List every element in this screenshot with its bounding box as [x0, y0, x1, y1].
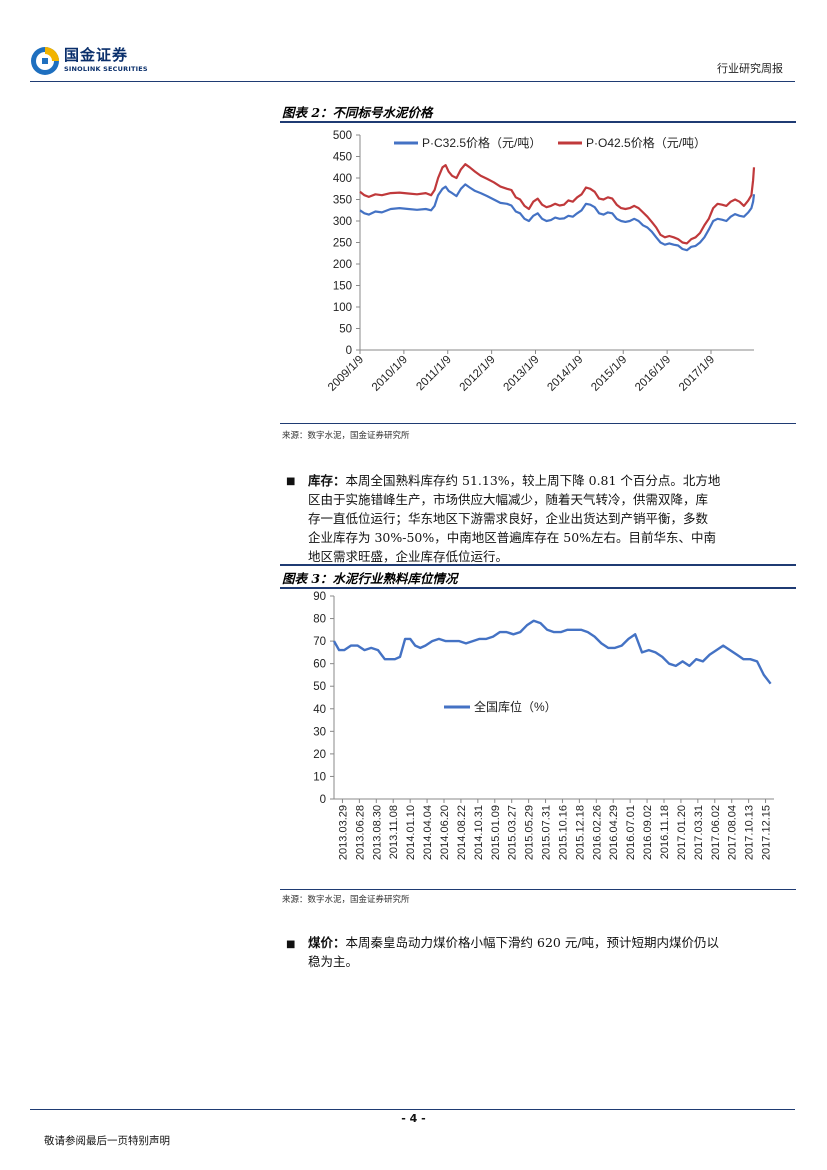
disclaimer-note: 敬请参阅最后一页特别声明 — [44, 1135, 170, 1147]
x-tick-label: 2009/1/9 — [326, 354, 366, 394]
x-tick-label: 2015/1/9 — [589, 354, 629, 394]
y-tick-label: 70 — [313, 636, 326, 648]
y-tick-label: 300 — [333, 216, 352, 228]
x-tick-label: 2017.12.15 — [761, 805, 773, 860]
coal-paragraph: 煤价：本周秦皇岛动力煤价格小幅下滑约 620 元/吨，预计短期内煤价仍以 稳为主… — [308, 933, 784, 971]
y-tick-label: 0 — [346, 345, 352, 357]
x-tick-label: 2015.05.29 — [524, 805, 536, 860]
series-line-1 — [359, 163, 756, 245]
x-tick-label: 2017.06.02 — [710, 805, 722, 860]
x-tick-label: 2012/1/9 — [458, 354, 498, 394]
figure2-bottom-rule — [280, 423, 796, 424]
logo-chinese-name: 国金证券 — [64, 46, 129, 64]
y-tick-label: 150 — [333, 281, 352, 293]
coal-line-1: 煤价：本周秦皇岛动力煤价格小幅下滑约 620 元/吨，预计短期内煤价仍以 — [308, 933, 784, 952]
figure2-title: 图表 2：不同标号水泥价格 — [282, 105, 433, 120]
figure3-source: 来源：数字水泥，国金证券研究所 — [282, 895, 410, 905]
y-tick-label: 400 — [333, 173, 352, 185]
x-tick-label: 2016.04.29 — [608, 805, 620, 860]
coal-line-2: 稳为主。 — [308, 954, 359, 969]
clinker-inventory-line-chart: 0 10 20 30 40 50 60 70 80 90 2013.03.29 2013.06.28 2… — [313, 591, 774, 860]
x-tick-label: 2016.07.01 — [625, 805, 637, 860]
x-tick-label: 2017.03.31 — [693, 805, 705, 860]
series-line-0 — [359, 183, 756, 252]
x-tick-label: 2013.06.28 — [354, 805, 366, 860]
y-tick-label: 90 — [313, 591, 326, 603]
x-tick-label: 2013.11.08 — [388, 805, 400, 859]
sinolink-logo-icon — [31, 47, 59, 75]
footer-divider — [30, 1109, 795, 1110]
header-divider — [30, 81, 795, 82]
coal-label: 煤价： — [308, 935, 346, 950]
x-tick-label: 2015.12.18 — [574, 805, 586, 860]
y-tick-label: 200 — [333, 259, 352, 271]
legend-label-0: 全国库位（%） — [474, 699, 557, 714]
x-tick-label: 2016.09.02 — [642, 805, 654, 860]
x-tick-label: 2017.08.04 — [727, 805, 739, 860]
inventory-label: 库存： — [308, 473, 346, 488]
coal-line-1-text: 本周秦皇岛动力煤价格小幅下滑约 620 元/吨，预计短期内煤价仍以 — [345, 935, 720, 950]
x-tick-label: 2017.01.20 — [676, 805, 688, 860]
logo-english-name: SINOLINK SECURITIES — [64, 65, 148, 73]
x-tick-label: 2014.10.31 — [473, 805, 485, 860]
x-tick-label: 2013.08.30 — [371, 805, 383, 860]
inventory-line-2: 区由于实施错峰生产，市场供应大幅减少，随着天气转冷，供需双降，库 — [308, 492, 709, 507]
bullet-square-icon: ■ — [286, 476, 296, 487]
x-tick-label: 2015.07.31 — [541, 805, 553, 860]
figure2-top-rule — [280, 121, 796, 123]
x-tick-label: 2010/1/9 — [370, 354, 410, 394]
x-tick-label: 2017.10.13 — [744, 805, 756, 860]
y-tick-label: 20 — [313, 749, 326, 761]
inventory-line-1-text: 本周全国熟料库存约 51.13%，较上周下降 0.81 个百分点。北方地 — [345, 473, 721, 488]
inventory-line-1: 库存：本周全国熟料库存约 51.13%，较上周下降 0.81 个百分点。北方地 — [308, 471, 784, 490]
y-tick-label: 100 — [333, 302, 352, 314]
y-tick-label: 350 — [333, 195, 352, 207]
x-tick-label: 2016/1/9 — [633, 354, 673, 394]
y-tick-label: 50 — [313, 681, 326, 693]
x-tick-label: 2013/1/9 — [501, 354, 541, 394]
x-tick-label: 2016.11.18 — [659, 805, 671, 859]
report-type-label: 行业研究周报 — [717, 62, 783, 75]
y-tick-label: 60 — [313, 659, 326, 671]
y-tick-label: 500 — [333, 130, 352, 142]
figure3-bottom-rule — [280, 889, 796, 890]
x-tick-label: 2014/1/9 — [545, 354, 585, 394]
series-line-0 — [332, 619, 772, 685]
x-tick-label: 2017/1/9 — [677, 354, 717, 394]
x-tick-label: 2014.04.04 — [422, 805, 434, 860]
x-tick-label: 2015.01.09 — [490, 805, 502, 860]
x-tick-label: 2011/1/9 — [414, 354, 454, 394]
inventory-paragraph: 库存：本周全国熟料库存约 51.13%，较上周下降 0.81 个百分点。北方地 … — [308, 471, 784, 566]
legend-label-0: P·C32.5价格（元/吨） — [422, 135, 541, 150]
y-tick-label: 0 — [320, 794, 326, 806]
figure2-source: 来源：数字水泥，国金证券研究所 — [282, 431, 410, 441]
x-tick-label: 2015.10.16 — [557, 805, 569, 860]
x-tick-label: 2014.01.10 — [405, 805, 417, 860]
figure3-title: 图表 3：水泥行业熟料库位情况 — [282, 571, 458, 586]
y-tick-label: 30 — [313, 726, 326, 738]
x-tick-label: 2014.08.22 — [456, 805, 468, 860]
x-tick-label: 2015.03.27 — [507, 805, 519, 860]
legend-label-1: P·O42.5价格（元/吨） — [586, 135, 706, 150]
x-tick-label: 2016.02.26 — [591, 805, 603, 860]
bullet-square-icon: ■ — [286, 939, 296, 950]
figure3-top-rule — [280, 587, 796, 589]
y-tick-label: 40 — [313, 704, 326, 716]
inventory-line-5: 地区需求旺盛，企业库存低位运行。 — [308, 549, 509, 564]
y-tick-label: 250 — [333, 238, 352, 250]
x-tick-label: 2013.03.29 — [337, 805, 349, 860]
x-tick-label: 2014.06.20 — [439, 805, 451, 860]
y-tick-label: 10 — [313, 771, 326, 783]
y-tick-label: 50 — [339, 324, 352, 336]
page-number: - 4 - — [401, 1112, 426, 1125]
y-tick-label: 450 — [333, 152, 352, 164]
y-tick-label: 80 — [313, 614, 326, 626]
figure3-top-rule-upper — [280, 564, 796, 566]
inventory-line-4: 企业库存为 30%-50%，中南地区普遍库存在 50%左右。目前华东、中南 — [308, 530, 717, 545]
inventory-line-3: 存一直低位运行；华东地区下游需求良好，企业出货达到产销平衡，多数 — [308, 511, 709, 526]
